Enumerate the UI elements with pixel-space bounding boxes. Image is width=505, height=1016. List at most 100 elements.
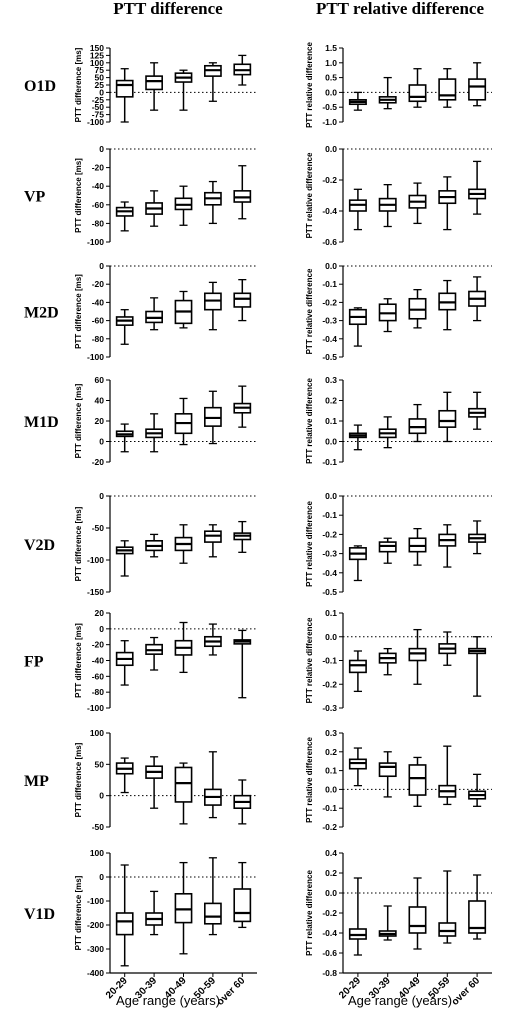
y-tick-label: -0.5	[322, 587, 337, 597]
box-30-39	[378, 647, 397, 676]
box-30-39	[378, 537, 397, 564]
y-tick-label: 0	[99, 144, 104, 154]
box-20-29	[348, 188, 367, 231]
row-label: FP	[24, 654, 44, 671]
y-tick-label: 0.0	[325, 437, 337, 447]
y-tick-label: -40	[92, 181, 105, 191]
y-tick-label: -0.4	[322, 334, 337, 344]
box-30-39	[145, 890, 163, 936]
box-30-39	[145, 190, 163, 227]
y-tick-label: 0	[99, 437, 104, 447]
y-tick-label: -100	[87, 703, 104, 713]
y-tick-label: -0.2	[322, 679, 337, 689]
y-tick-label: -50	[92, 822, 105, 832]
row-label: V2D	[24, 537, 55, 554]
box-50-59	[438, 870, 457, 944]
panel-v2d-difference: V2D -150 -100 -50 0 PTT difference [ms]	[24, 491, 257, 597]
y-tick-label: -300	[87, 944, 104, 954]
y-axis-title: PTT relative difference	[305, 378, 314, 464]
y-axis-title: PTT difference [ms]	[74, 875, 83, 950]
panel-m2d-difference: M2D -100 -80 -60 -40 -20 0 PTT difference [ms]	[24, 261, 257, 362]
y-tick-label: -100	[87, 896, 104, 906]
box-20-29	[115, 423, 134, 453]
box-20-29	[348, 747, 367, 787]
y-tick-label: -20	[92, 163, 105, 173]
box-40-49	[174, 762, 193, 825]
y-tick-label: 125	[90, 50, 104, 60]
box-50-59	[438, 745, 457, 806]
iqr-box	[115, 912, 134, 936]
y-tick-label: -0.3	[322, 703, 337, 713]
panel-fp-difference: FP -100 -80 -60 -40 -20 0 20 PTT difference [ms]	[24, 608, 257, 713]
y-tick-label: -20	[92, 279, 105, 289]
y-tick-label: -60	[92, 200, 105, 210]
panel-o1d-relative-difference: -1.0 -0.5 0.0 0.5 1.0 1.5 PTT relative differe…	[305, 42, 492, 128]
box-20-29	[115, 757, 134, 794]
box-20-29	[115, 68, 134, 123]
box-over-60	[233, 861, 252, 929]
x-tick-label: over 60	[450, 975, 483, 1008]
box-50-59	[204, 180, 222, 225]
box-over-60	[468, 636, 487, 697]
box-40-49	[408, 68, 427, 108]
y-tick-label: -50	[92, 102, 105, 112]
box-20-29	[115, 309, 134, 345]
y-tick-label: 20	[95, 416, 105, 426]
y-tick-label: -0.4	[322, 568, 337, 578]
y-tick-label: -50	[92, 523, 105, 533]
y-tick-label: -0.6	[322, 948, 337, 958]
box-30-39	[145, 636, 163, 671]
box-over-60	[468, 276, 487, 322]
y-tick-label: 0.2	[325, 396, 337, 406]
y-tick-label: 50	[95, 73, 105, 83]
panel-m1d-difference: M1D -20 0 20 40 60 PTT difference [ms]	[24, 375, 257, 467]
y-axis-title: PTT difference [ms]	[74, 506, 83, 581]
y-tick-label: 1.5	[325, 43, 337, 53]
box-50-59	[204, 390, 222, 445]
row-label: M1D	[24, 414, 59, 431]
y-tick-label: -20	[92, 457, 105, 467]
y-axis-title: PTT difference [ms]	[74, 742, 83, 817]
box-50-59	[204, 524, 222, 558]
y-tick-label: -0.4	[322, 928, 337, 938]
box-20-29	[115, 640, 134, 686]
box-30-39	[378, 183, 397, 228]
y-tick-label: 100	[90, 848, 104, 858]
box-30-39	[378, 298, 397, 333]
iqr-box	[438, 78, 457, 101]
y-tick-label: -0.2	[322, 297, 337, 307]
y-axis-title: PTT difference [ms]	[74, 383, 83, 458]
panel-v1d-relative-difference: -0.8 -0.6 -0.4 -0.2 0.0 0.2 0.4 PTT relative di…	[305, 848, 492, 1008]
y-tick-label: -100	[87, 237, 104, 247]
y-tick-label: -0.1	[322, 803, 337, 813]
y-tick-label: 0.0	[325, 87, 337, 97]
y-tick-label: 0.2	[325, 868, 337, 878]
iqr-box	[408, 764, 427, 796]
left-column-title: PTT difference	[113, 0, 223, 18]
y-tick-label: -0.2	[322, 175, 337, 185]
box-30-39	[378, 76, 397, 110]
box-30-39	[145, 62, 163, 111]
box-over-60	[233, 779, 252, 825]
box-40-49	[408, 628, 427, 685]
y-tick-label: -80	[92, 218, 105, 228]
box-50-59	[204, 281, 222, 331]
right-column-title: PTT relative difference	[316, 0, 485, 18]
y-tick-label: 25	[95, 80, 105, 90]
y-tick-label: 150	[90, 43, 104, 53]
y-tick-label: -80	[92, 334, 105, 344]
iqr-box	[378, 762, 397, 778]
box-20-29	[348, 307, 367, 347]
panel-mp-relative-difference: -0.2 -0.1 0.0 0.1 0.2 0.3 PTT relative differe…	[305, 728, 492, 832]
box-40-49	[408, 877, 427, 950]
row-label: VP	[24, 189, 46, 206]
iqr-box	[438, 409, 457, 428]
y-tick-label: -200	[87, 920, 104, 930]
box-20-29	[348, 877, 367, 956]
iqr-box	[408, 84, 427, 103]
box-over-60	[468, 391, 487, 430]
y-tick-label: 0.0	[325, 261, 337, 271]
iqr-box	[348, 659, 367, 674]
box-20-29	[115, 864, 134, 967]
panel-m2d-relative-difference: -0.5 -0.4 -0.3 -0.2 -0.1 0.0 PTT relative diff…	[305, 261, 492, 362]
